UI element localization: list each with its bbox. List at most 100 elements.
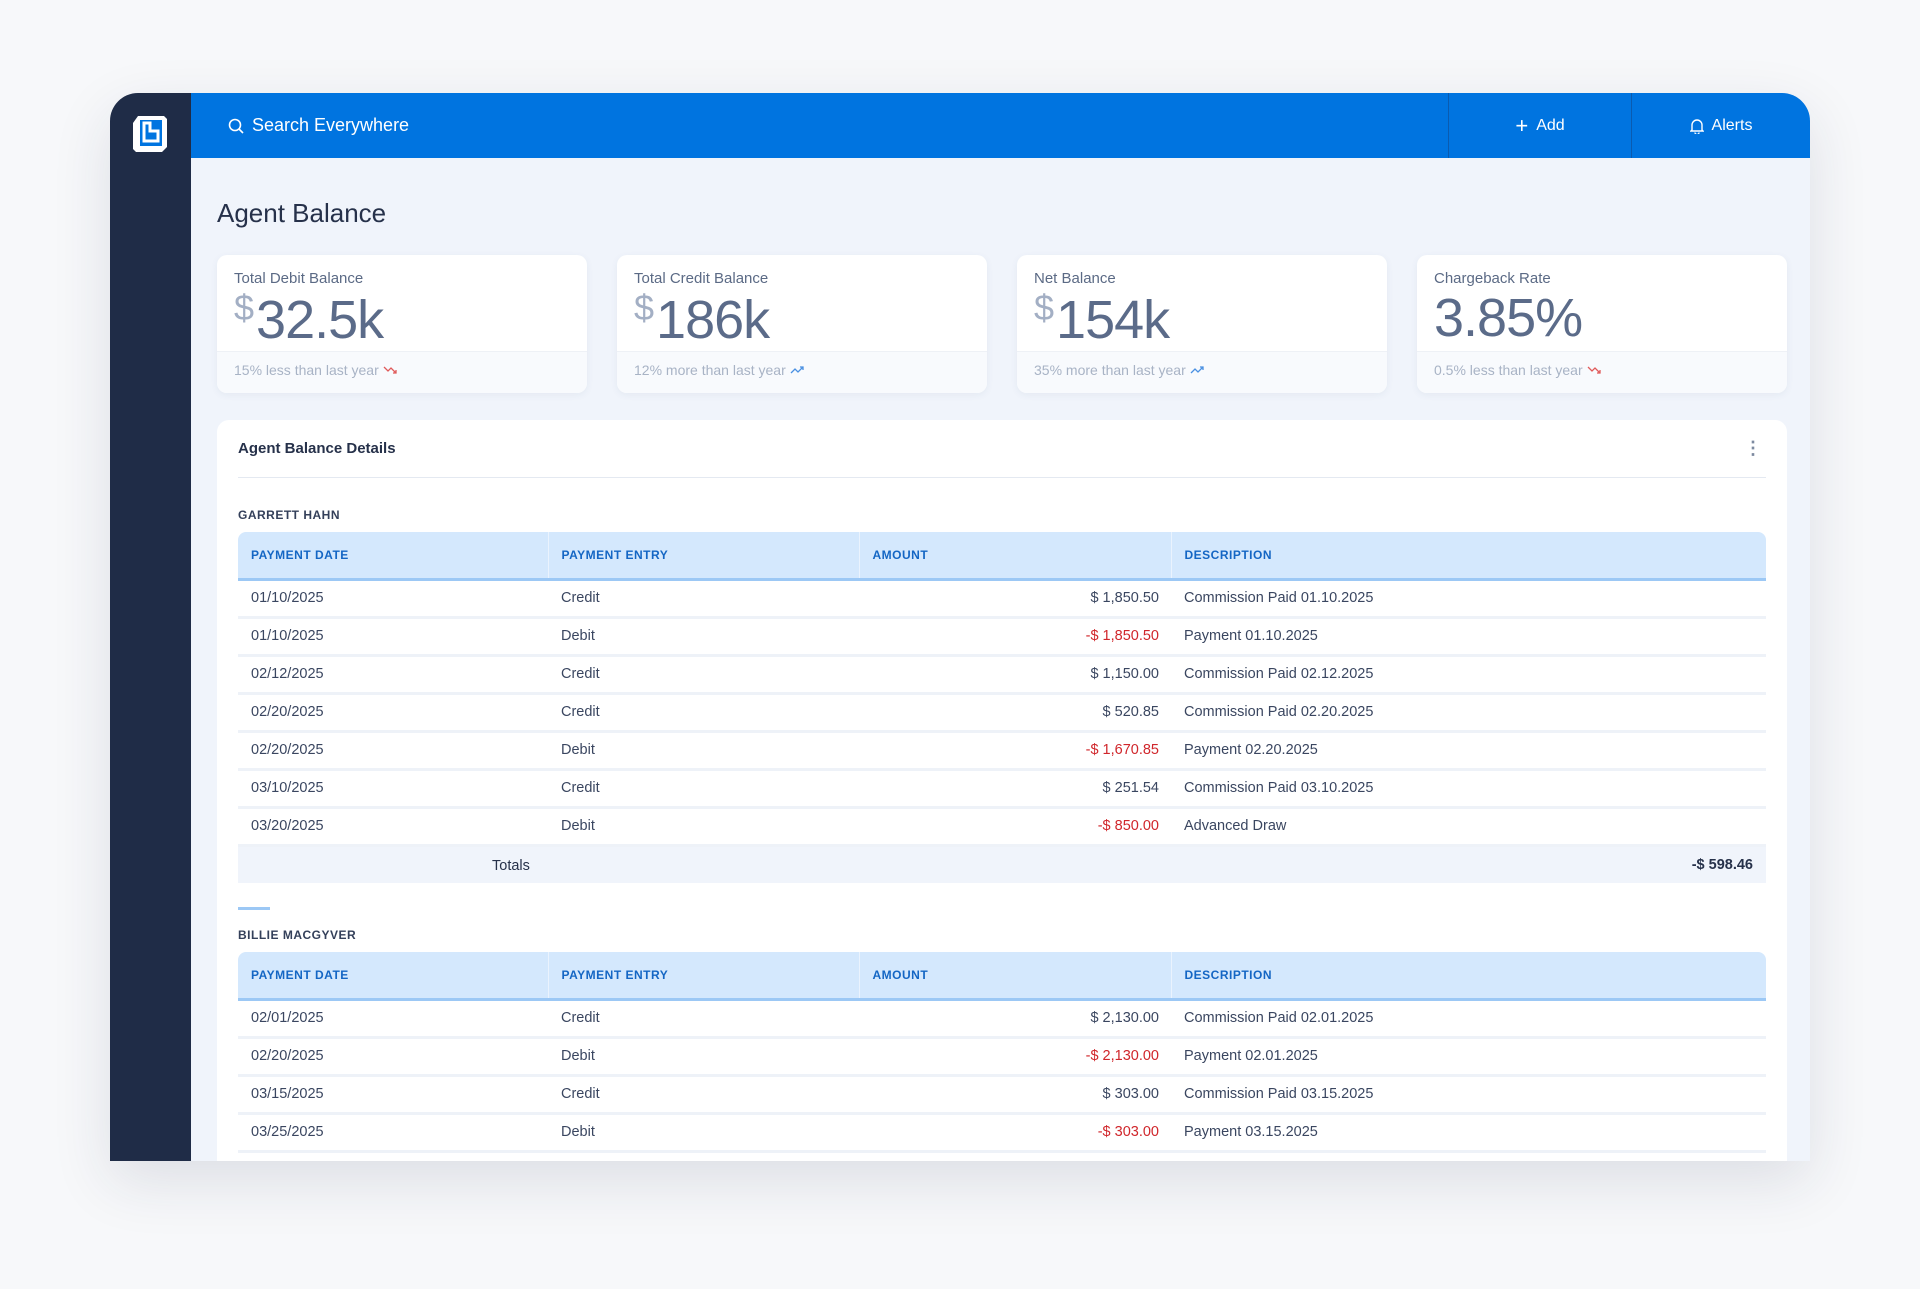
payment-entry-cell: Debit [548, 617, 859, 657]
stat-label: Chargeback Rate [1434, 270, 1551, 287]
description-cell: Commission Paid 02.01.2025 [1171, 999, 1766, 1039]
amount-cell: $ 520.85 [859, 693, 1171, 733]
table-row[interactable]: 02/20/2025 Debit -$ 2,130.00 Payment 02.01.… [238, 1037, 1766, 1077]
payment-date-cell: 03/15/2025 [238, 1075, 548, 1115]
stat-label: Total Credit Balance [634, 270, 769, 287]
table-row[interactable]: 03/15/2025 Credit $ 303.00 Commission Paid … [238, 1075, 1766, 1115]
search-icon [228, 118, 244, 134]
payment-date-cell: 03/25/2025 [238, 1113, 548, 1153]
column-header[interactable]: DESCRIPTION [1171, 532, 1766, 581]
description-cell: Commission Paid 02.20.2025 [1171, 693, 1766, 733]
plus-icon: + [1515, 112, 1529, 138]
trend-down-icon [383, 362, 397, 378]
table-row[interactable]: 02/12/2025 Credit $ 1,150.00 Commission Pai… [238, 655, 1766, 695]
trend-text: 0.5% less than last year [1434, 362, 1583, 378]
table-row[interactable]: 03/25/2025 Debit -$ 303.00 Payment 03.15.20… [238, 1113, 1766, 1153]
payment-entry-cell: Credit [548, 999, 859, 1039]
column-header[interactable]: PAYMENT DATE [238, 532, 549, 581]
more-options-icon[interactable]: ⋮ [1744, 438, 1762, 458]
stat-value: 3.85% [1434, 287, 1583, 349]
column-header[interactable]: DESCRIPTION [1171, 952, 1766, 1001]
table-row[interactable]: 02/20/2025 Credit $ 520.85 Commission Paid … [238, 693, 1766, 733]
payment-entry-cell: Debit [548, 1113, 859, 1153]
table-row[interactable]: 02/20/2025 Debit -$ 1,670.85 Payment 02.20.… [238, 731, 1766, 771]
app-logo-icon[interactable] [130, 113, 170, 155]
table-row[interactable]: 02/01/2025 Credit $ 2,130.00 Commission Pai… [238, 999, 1766, 1039]
add-label: Add [1536, 116, 1565, 134]
top-bar: Search Everywhere + Add Alerts [191, 93, 1810, 158]
payment-entry-cell: Credit [548, 579, 859, 619]
stat-label: Total Debit Balance [234, 270, 364, 287]
section-divider [238, 907, 270, 910]
payment-date-cell: 03/10/2025 [238, 769, 548, 809]
payment-entry-cell: Credit [548, 693, 859, 733]
table-row[interactable]: 03/10/2025 Credit $ 251.54 Commission Paid … [238, 769, 1766, 809]
amount-cell: $ 251.54 [859, 769, 1171, 809]
description-cell: Advanced Draw [1171, 807, 1766, 847]
payments-table: PAYMENT DATE PAYMENT ENTRY AMOUNT DESCRIPTI… [238, 952, 1766, 1153]
stat-card: Net Balance $154k 35% more than last yea… [1017, 255, 1387, 393]
amount-cell: -$ 303.00 [859, 1113, 1171, 1153]
totals-label: Totals [492, 857, 530, 874]
stat-number: 3.85% [1434, 288, 1583, 348]
panel-title: Agent Balance Details [238, 440, 396, 457]
trend-up-icon [790, 362, 804, 378]
table-row[interactable]: 03/20/2025 Debit -$ 850.00 Advanced Draw [238, 807, 1766, 847]
currency-symbol: $ [634, 287, 654, 328]
agent-name: BILLIE MACGYVER [238, 928, 357, 942]
stat-number: 186k [656, 290, 770, 350]
description-cell: Payment 02.01.2025 [1171, 1037, 1766, 1077]
amount-cell: -$ 1,850.50 [859, 617, 1171, 657]
column-header[interactable]: AMOUNT [859, 532, 1172, 581]
column-header[interactable]: AMOUNT [859, 952, 1172, 1001]
main-content: Agent Balance Total Debit Balance $32.5k… [191, 158, 1810, 1161]
description-cell: Payment 02.20.2025 [1171, 731, 1766, 771]
trend-up-icon [1190, 362, 1204, 378]
description-cell: Payment 03.15.2025 [1171, 1113, 1766, 1153]
payment-entry-cell: Credit [548, 769, 859, 809]
payment-entry-cell: Debit [548, 731, 859, 771]
payment-entry-cell: Debit [548, 807, 859, 847]
stat-number: 32.5k [256, 290, 384, 350]
payment-date-cell: 01/10/2025 [238, 617, 548, 657]
stat-label: Net Balance [1034, 270, 1116, 287]
table-header: PAYMENT DATE PAYMENT ENTRY AMOUNT DESCRIPTI… [238, 952, 1766, 1001]
stat-card: Total Debit Balance $32.5k 15% less than… [217, 255, 587, 393]
stat-trend: 35% more than last year [1017, 351, 1387, 393]
page-title: Agent Balance [217, 198, 387, 228]
payments-table: PAYMENT DATE PAYMENT ENTRY AMOUNT DESCRIPTI… [238, 532, 1766, 883]
table-row[interactable]: 01/10/2025 Debit -$ 1,850.50 Payment 01.10.… [238, 617, 1766, 657]
agent-balance-details-panel: Agent Balance Details ⋮ GARRETT HAHN PAYM… [217, 420, 1787, 1161]
column-header[interactable]: PAYMENT ENTRY [548, 532, 860, 581]
totals-value: -$ 598.46 [1171, 845, 1766, 883]
description-cell: Commission Paid 03.15.2025 [1171, 1075, 1766, 1115]
amount-cell: $ 303.00 [859, 1075, 1171, 1115]
amount-cell: -$ 850.00 [859, 807, 1171, 847]
app-window: Search Everywhere + Add Alerts Agent Bal… [110, 93, 1810, 1161]
trend-down-icon [1587, 362, 1601, 378]
payment-date-cell: 02/12/2025 [238, 655, 548, 695]
payment-date-cell: 02/20/2025 [238, 1037, 548, 1077]
agent-name: GARRETT HAHN [238, 508, 340, 522]
stat-trend: 0.5% less than last year [1417, 351, 1787, 393]
amount-cell: $ 2,130.00 [859, 999, 1171, 1039]
payment-entry-cell: Credit [548, 1075, 859, 1115]
payment-entry-cell: Credit [548, 655, 859, 695]
stat-number: 154k [1056, 290, 1170, 350]
stat-card: Total Credit Balance $186k 12% more than… [617, 255, 987, 393]
search-input[interactable]: Search Everywhere [228, 93, 409, 158]
column-header[interactable]: PAYMENT ENTRY [548, 952, 860, 1001]
trend-text: 15% less than last year [234, 362, 379, 378]
amount-cell: $ 1,150.00 [859, 655, 1171, 695]
currency-symbol: $ [1034, 287, 1054, 328]
payment-date-cell: 02/20/2025 [238, 693, 548, 733]
add-button[interactable]: + Add [1448, 93, 1631, 158]
amount-cell: -$ 2,130.00 [859, 1037, 1171, 1077]
column-header[interactable]: PAYMENT DATE [238, 952, 549, 1001]
alerts-button[interactable]: Alerts [1631, 93, 1810, 158]
description-cell: Payment 01.10.2025 [1171, 617, 1766, 657]
amount-cell: -$ 1,670.85 [859, 731, 1171, 771]
table-row[interactable]: 01/10/2025 Credit $ 1,850.50 Commission Pai… [238, 579, 1766, 619]
currency-symbol: $ [234, 287, 254, 328]
trend-text: 35% more than last year [1034, 362, 1186, 378]
